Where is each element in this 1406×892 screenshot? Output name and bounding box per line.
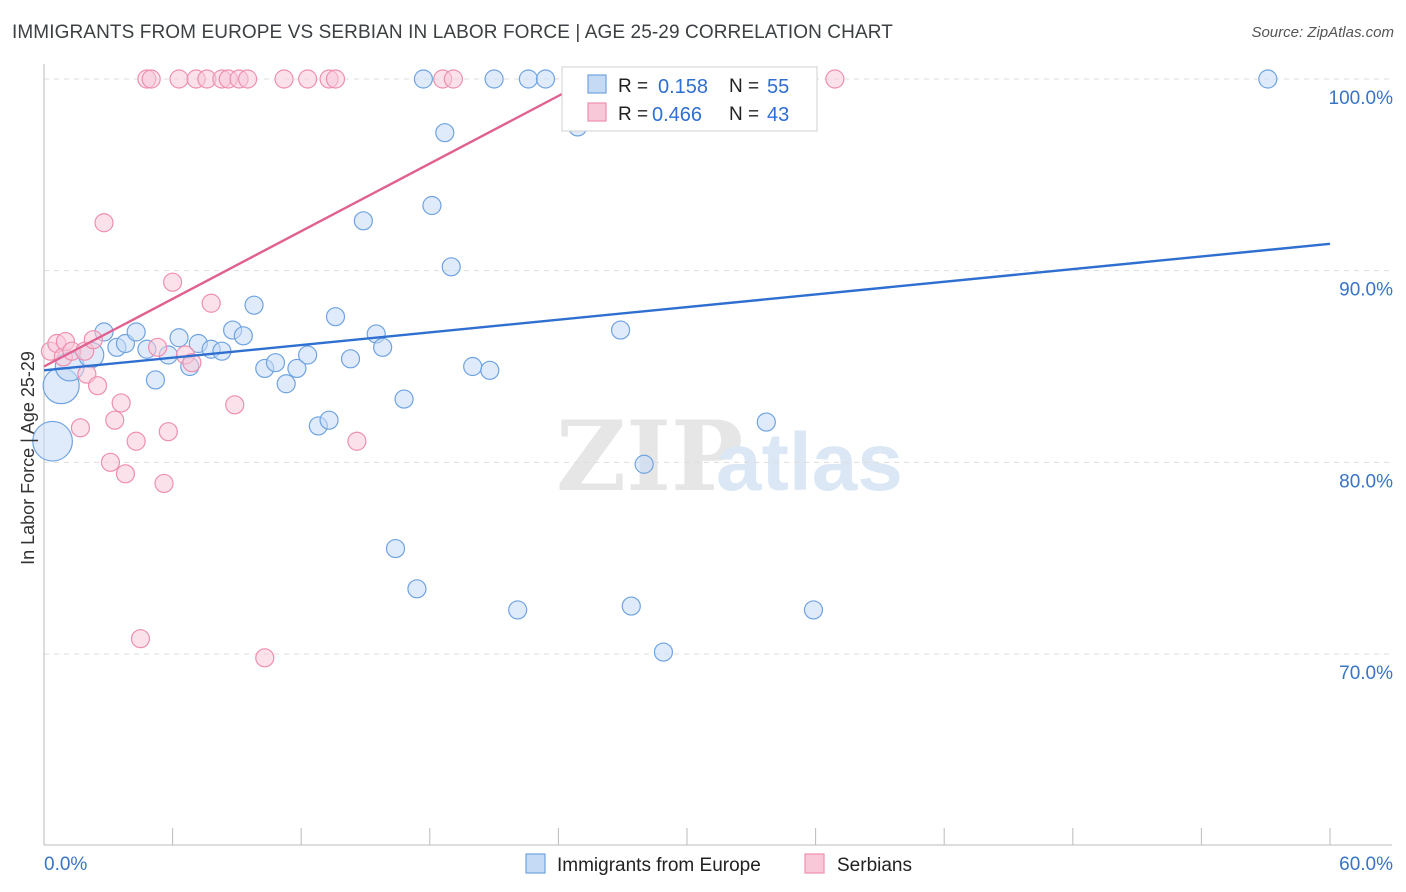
point-serbians	[347, 431, 367, 451]
trend-lines	[43, 77, 1331, 372]
point-immigrants-from-europe	[1258, 69, 1278, 89]
point-serbians	[100, 452, 121, 472]
point-immigrants-from-europe	[518, 69, 538, 89]
chart-source: Source: ZipAtlas.com	[1251, 24, 1394, 41]
point-immigrants-from-europe	[287, 358, 307, 379]
point-immigrants-from-europe	[610, 320, 631, 340]
series-legend-swatch-blue	[525, 853, 546, 874]
point-immigrants-from-europe	[535, 69, 556, 89]
point-immigrants-from-europe	[340, 349, 361, 369]
point-serbians	[274, 69, 294, 89]
point-immigrants-from-europe	[353, 211, 373, 231]
point-serbians	[225, 395, 245, 415]
point-serbians	[255, 648, 275, 668]
point-immigrants-from-europe	[441, 257, 461, 277]
point-serbians	[298, 69, 318, 89]
legend-swatch-blue	[587, 74, 607, 94]
point-serbians	[94, 213, 114, 233]
point-immigrants-from-europe	[413, 69, 433, 89]
point-serbians	[147, 337, 168, 357]
y-tick-label: 70.0%	[1339, 663, 1393, 684]
point-serbians	[182, 353, 202, 373]
legend-blue-r-label: R =	[618, 76, 648, 97]
point-serbians	[126, 431, 146, 451]
series-legend: Immigrants from Europe Serbians	[525, 853, 912, 876]
point-immigrants-from-europe	[265, 353, 286, 373]
y-tick-label: 90.0%	[1339, 280, 1393, 301]
point-immigrants-from-europe	[145, 370, 166, 390]
point-immigrants-from-europe	[373, 337, 393, 357]
point-immigrants-from-europe	[169, 328, 189, 348]
point-serbians	[158, 422, 178, 442]
trend-line-immigrants-from-europe	[43, 242, 1331, 372]
point-immigrants-from-europe	[298, 345, 318, 365]
point-serbians	[169, 69, 189, 89]
x-tick-labels: 0.0% 60.0%	[44, 854, 1393, 875]
point-serbians	[238, 69, 258, 89]
correlation-legend: R = 0.158 N = 55 R = 0.466 N = 43	[561, 66, 818, 132]
series-immigrants-from-europe	[32, 69, 1278, 662]
point-serbians	[111, 393, 131, 413]
point-serbians	[141, 69, 161, 89]
legend-pink-n-label: N =	[729, 104, 759, 125]
point-immigrants-from-europe	[319, 410, 339, 430]
point-immigrants-from-europe	[385, 538, 406, 559]
point-immigrants-from-europe	[407, 579, 427, 599]
gridlines	[44, 78, 1392, 655]
point-immigrants-from-europe	[756, 412, 776, 432]
point-immigrants-from-europe	[484, 69, 504, 89]
point-immigrants-from-europe	[325, 307, 346, 327]
series-legend-swatch-pink	[804, 853, 825, 874]
point-immigrants-from-europe	[463, 356, 483, 377]
point-immigrants-from-europe	[126, 322, 146, 342]
y-tick-label: 100.0%	[1329, 88, 1394, 109]
legend-blue-n-label: N =	[729, 76, 759, 97]
chart-title: IMMIGRANTS FROM EUROPE VS SERBIAN IN LAB…	[12, 22, 893, 43]
point-immigrants-from-europe	[276, 374, 296, 394]
point-serbians	[163, 272, 183, 292]
point-serbians	[201, 293, 221, 313]
point-serbians	[443, 69, 463, 89]
legend-pink-r-value: 0.466	[652, 104, 702, 126]
point-immigrants-from-europe	[233, 326, 253, 346]
series-legend-label-blue: Immigrants from Europe	[557, 855, 761, 876]
trend-line-serbians	[43, 77, 592, 368]
legend-swatch-pink	[587, 102, 607, 122]
point-serbians	[154, 473, 174, 494]
point-serbians	[130, 629, 151, 649]
series-legend-label-pink: Serbians	[837, 855, 912, 876]
point-serbians	[825, 69, 845, 89]
point-serbians	[325, 69, 346, 89]
y-tick-label: 80.0%	[1339, 471, 1393, 492]
point-immigrants-from-europe	[32, 420, 73, 462]
x-tick-label: 60.0%	[1339, 854, 1393, 875]
legend-blue-r-value: 0.158	[658, 76, 708, 98]
point-serbians	[70, 418, 91, 438]
x-tick-label: 0.0%	[44, 854, 87, 875]
legend-pink-n-value: 43	[767, 104, 789, 126]
point-immigrants-from-europe	[508, 600, 528, 620]
series-serbians	[40, 69, 845, 668]
point-immigrants-from-europe	[394, 389, 414, 409]
point-immigrants-from-europe	[621, 596, 641, 616]
point-serbians	[105, 410, 125, 430]
legend-blue-n-value: 55	[767, 76, 789, 98]
legend-pink-r-label: R =	[618, 104, 648, 125]
point-serbians	[87, 376, 108, 396]
point-immigrants-from-europe	[244, 295, 264, 315]
point-immigrants-from-europe	[803, 600, 824, 620]
point-immigrants-from-europe	[435, 123, 455, 143]
point-immigrants-from-europe	[653, 642, 674, 662]
point-immigrants-from-europe	[422, 195, 442, 216]
point-immigrants-from-europe	[480, 360, 500, 380]
y-axis-label: In Labor Force | Age 25-29	[18, 351, 38, 565]
y-tick-labels: 70.0% 80.0% 90.0% 100.0%	[1329, 88, 1394, 684]
point-immigrants-from-europe	[634, 454, 654, 474]
point-serbians	[115, 464, 136, 484]
